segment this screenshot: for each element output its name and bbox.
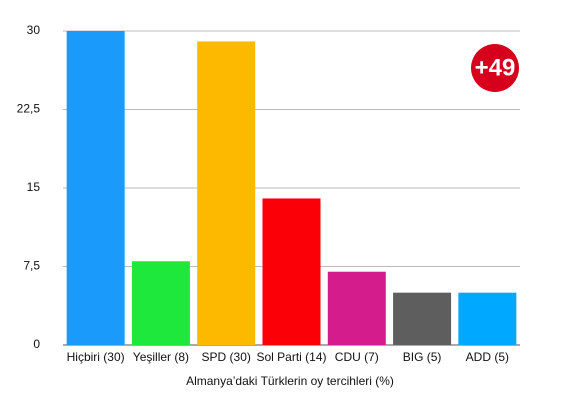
x-tick-label: ADD (5) <box>466 350 509 364</box>
x-tick-label: Sol Parti (14) <box>256 350 326 364</box>
x-tick-label: Hiçbiri (30) <box>67 350 125 364</box>
x-tick-label: BIG (5) <box>403 350 442 364</box>
bar <box>393 292 452 345</box>
logo-badge <box>471 44 519 92</box>
x-tick-label: CDU (7) <box>335 350 379 364</box>
y-tick-label: 30 <box>27 23 41 37</box>
x-tick-label: Yeşiller (8) <box>133 350 189 364</box>
logo: +49 <box>475 54 516 81</box>
y-tick-label: 15 <box>27 180 41 194</box>
y-tick-label: 7,5 <box>23 259 40 273</box>
bar <box>262 198 321 345</box>
y-tick-label: 0 <box>33 337 40 351</box>
y-tick-label: 22,5 <box>17 102 41 116</box>
bar <box>131 261 190 345</box>
bar <box>197 41 256 345</box>
x-axis-title: Almanya’daki Türklerin oy tercihleri (%) <box>186 374 394 388</box>
bar <box>66 31 125 345</box>
bar <box>327 271 386 345</box>
x-tick-label: SPD (30) <box>202 350 251 364</box>
bar <box>458 292 517 345</box>
